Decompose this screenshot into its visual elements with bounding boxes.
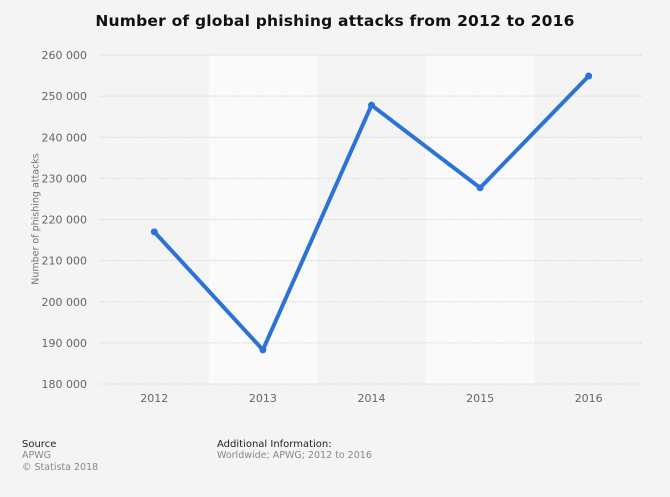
x-tick-label: 2013: [249, 392, 277, 405]
y-tick-label: 210 000: [42, 255, 88, 268]
y-tick-label: 240 000: [42, 131, 88, 144]
y-tick-label: 190 000: [42, 337, 88, 350]
y-tick-label: 200 000: [42, 296, 88, 309]
data-point[interactable]: [476, 184, 484, 192]
data-point[interactable]: [585, 72, 593, 80]
y-tick-label: 230 000: [42, 172, 88, 185]
y-tick-label: 250 000: [42, 90, 88, 103]
data-point[interactable]: [368, 101, 375, 109]
y-tick-label: 180 000: [42, 378, 88, 391]
data-point[interactable]: [150, 228, 158, 236]
data-point[interactable]: [259, 346, 267, 354]
x-tick-label: 2012: [140, 392, 168, 405]
line-chart: 180 000 190 000 200 000 210 000 220 000 230 0…: [42, 49, 643, 405]
additional-info-text: Worldwide; APWG; 2012 to 2016: [217, 450, 372, 461]
x-tick-label: 2014: [358, 392, 386, 405]
source-line[interactable]: APWG: [22, 450, 51, 461]
chart-title: Number of global phishing attacks from 2…: [95, 12, 575, 30]
copyright-line: © Statista 2018: [22, 462, 99, 473]
additional-info-block: Additional Information: Worldwide; APWG;…: [217, 439, 372, 462]
additional-info-heading: Additional Information:: [217, 439, 332, 450]
y-tick-label: 260 000: [42, 49, 88, 62]
source-heading: Source: [22, 439, 57, 450]
y-tick-label: 220 000: [42, 214, 88, 227]
source-block: Source APWG © Statista 2018: [22, 439, 98, 474]
x-tick-label: 2015: [466, 392, 494, 405]
x-tick-label: 2016: [575, 392, 603, 405]
